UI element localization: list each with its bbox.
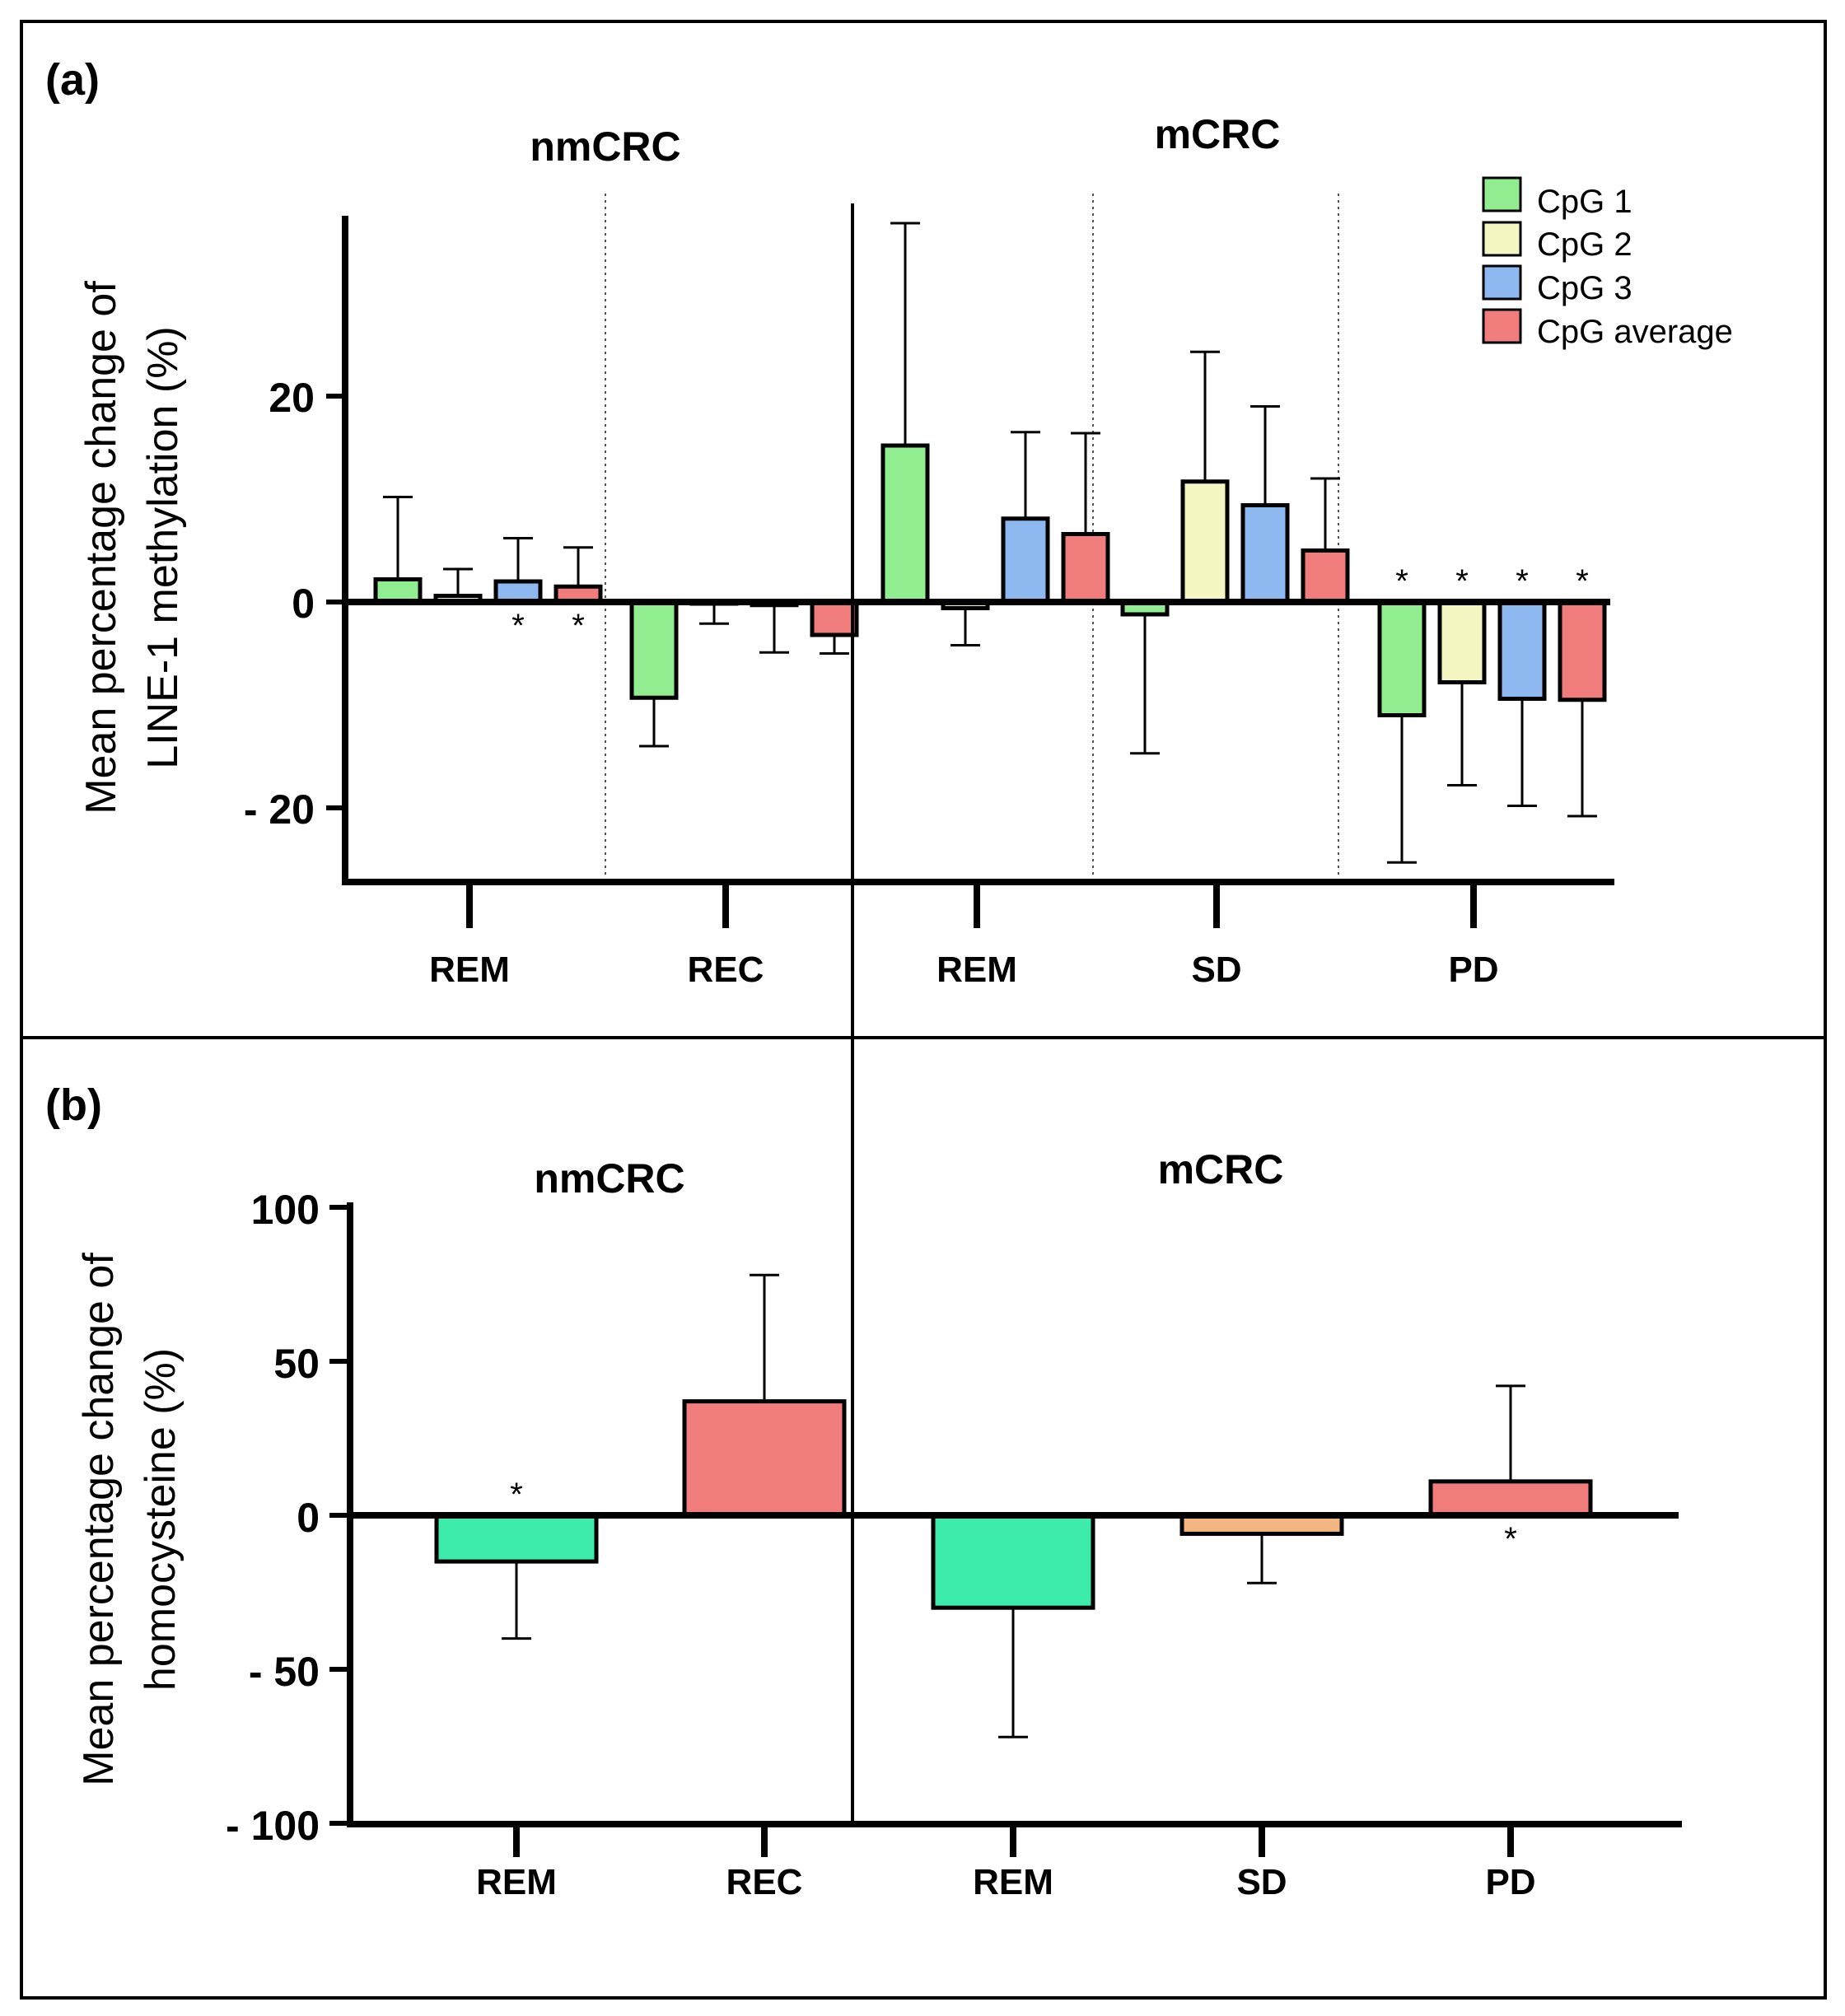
panel-b-ytick-label: 0 bbox=[297, 1495, 320, 1541]
panel-a-series2-cat5-significance-marker: * bbox=[1455, 563, 1469, 600]
panel-b-xtick-label: REC bbox=[726, 1862, 803, 1902]
panel-a-series4-cat5-bar bbox=[1558, 600, 1607, 702]
panel-a-series3-cat5-significance-marker: * bbox=[1516, 563, 1529, 600]
legend-swatch-cpg2 bbox=[1482, 221, 1522, 257]
panel-a-series3-cat3-bar bbox=[1001, 516, 1050, 604]
panel-a-series3-cat4-bar bbox=[1240, 503, 1290, 604]
panel-b-cat2-bar bbox=[682, 1399, 847, 1518]
panel-a-legend: CpG 1 CpG 2 CpG 3 CpG average bbox=[1482, 176, 1733, 350]
legend-label-cpg2: CpG 2 bbox=[1537, 226, 1632, 263]
panel-b-cat3-bar bbox=[931, 1513, 1095, 1610]
legend-label-cpg3: CpG 3 bbox=[1537, 270, 1632, 306]
panel-a-ytick-label: - 20 bbox=[244, 786, 315, 833]
panel-b-xtick-label: PD bbox=[1485, 1862, 1535, 1902]
panel-b-cat1-significance-marker: * bbox=[510, 1477, 523, 1513]
panel-b-chart: nmCRC mCRC Mean percentage change of hom… bbox=[75, 1146, 1682, 1902]
panel-a-chart: nmCRC mCRC Mean percentage change of LIN… bbox=[77, 111, 1733, 990]
panel-a-series4-cat3-bar bbox=[1061, 532, 1110, 604]
panel-b-ylabel-line1: Mean percentage change of bbox=[75, 1253, 123, 1786]
panel-b-group-title-nmcrc: nmCRC bbox=[534, 1155, 684, 1202]
panel-a-series4-cat2-bar bbox=[810, 600, 859, 637]
panel-a-series2-cat4-bar bbox=[1180, 479, 1230, 604]
panel-a-series4-cat1-significance-marker: * bbox=[572, 608, 585, 644]
panel-b-group-title-mcrc: mCRC bbox=[1158, 1146, 1284, 1192]
panel-a-bars: * * * * * * bbox=[373, 222, 1607, 864]
panel-a-ytick-label: 0 bbox=[292, 581, 315, 627]
panel-a-series4-cat4-bar bbox=[1301, 548, 1350, 604]
panel-a-ylabel-line2: LINE-1 methylation (%) bbox=[139, 326, 187, 769]
panel-b-ytick-label: - 100 bbox=[226, 1803, 320, 1849]
panel-b-ytick-label: 50 bbox=[273, 1341, 320, 1387]
legend-swatch-cpg1 bbox=[1482, 176, 1522, 212]
panel-a-xtick-label: SD bbox=[1191, 950, 1241, 990]
panel-a-series1-cat2-bar bbox=[629, 600, 679, 700]
panel-b-bars: ** bbox=[434, 1273, 1593, 1738]
panel-a-group-title-mcrc: mCRC bbox=[1155, 111, 1281, 157]
panel-b-ytick-label: - 50 bbox=[249, 1649, 320, 1695]
legend-swatch-cpg-average bbox=[1482, 308, 1522, 344]
panel-b-xtick-label: REM bbox=[476, 1862, 557, 1902]
panel-b-ytick-label: 100 bbox=[251, 1187, 320, 1233]
panel-a-ytick-label: 20 bbox=[269, 375, 315, 421]
legend-swatch-cpg3 bbox=[1482, 264, 1522, 301]
panel-a-series2-cat5-bar bbox=[1437, 600, 1487, 684]
figure-frame bbox=[20, 20, 1827, 2000]
panel-a-label: (a) bbox=[45, 55, 100, 105]
panel-b-label: (b) bbox=[45, 1080, 102, 1130]
panel-a-xtick-label: REM bbox=[429, 950, 510, 990]
panel-a-xtick-label: REC bbox=[688, 950, 764, 990]
panel-a-series3-cat1-significance-marker: * bbox=[511, 608, 525, 644]
panel-a-series1-cat5-bar bbox=[1377, 600, 1427, 717]
panel-b-ylabel-line2: homocysteine (%) bbox=[137, 1348, 184, 1691]
panel-a-xtick-label: REM bbox=[937, 950, 1017, 990]
panel-b-xtick-label: REM bbox=[973, 1862, 1053, 1902]
panel-a-series3-cat1-bar bbox=[493, 579, 543, 604]
panel-a-xtick-label: PD bbox=[1448, 950, 1498, 990]
panel-a-series1-cat1-bar bbox=[373, 577, 423, 604]
panel-b-cat5-bar bbox=[1428, 1479, 1593, 1518]
panel-b-xtick-label: SD bbox=[1236, 1862, 1287, 1902]
panel-b-cat5-significance-marker: * bbox=[1504, 1521, 1517, 1557]
legend-label-cpg1: CpG 1 bbox=[1537, 184, 1632, 220]
panel-a-group-title-nmcrc: nmCRC bbox=[530, 124, 680, 170]
panel-a-series4-cat5-significance-marker: * bbox=[1576, 563, 1589, 600]
panel-a-ylabel-line1: Mean percentage change of bbox=[77, 281, 125, 814]
panel-a-series1-cat3-bar bbox=[880, 443, 930, 604]
panel-a-series3-cat5-bar bbox=[1497, 600, 1547, 701]
panel-a-series1-cat5-significance-marker: * bbox=[1395, 563, 1408, 600]
legend-label-cpg-average: CpG average bbox=[1537, 314, 1733, 350]
panel-b-cat1-bar bbox=[434, 1513, 599, 1564]
